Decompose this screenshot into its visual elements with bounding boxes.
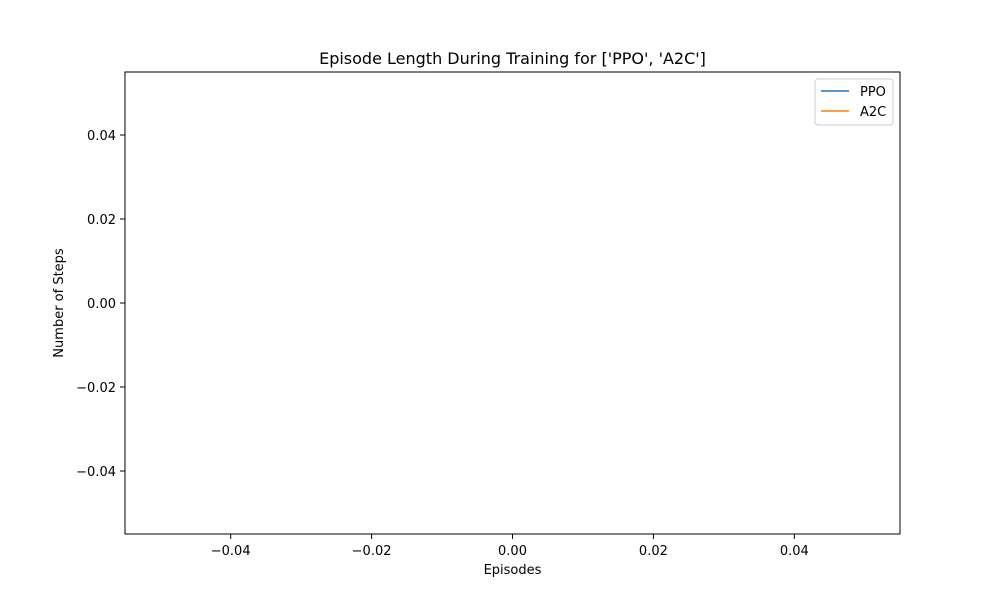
legend-label-a2c: A2C <box>860 105 886 120</box>
legend-label-ppo: PPO <box>860 85 886 100</box>
y-axis-ticks: 0.04 0.02 0.00 −0.02 −0.04 <box>76 129 125 480</box>
y-tick-label: 0.04 <box>87 129 116 144</box>
x-tick-label: −0.02 <box>352 544 392 559</box>
plot-area <box>124 71 901 535</box>
y-tick-label: −0.02 <box>76 381 116 396</box>
chart-title: Episode Length During Training for ['PPO… <box>319 49 706 68</box>
x-tick-label: 0.02 <box>639 544 668 559</box>
x-axis-label: Episodes <box>484 563 542 578</box>
y-tick-label: 0.00 <box>87 297 116 312</box>
x-tick-label: 0.00 <box>498 544 527 559</box>
legend: PPO A2C <box>814 78 894 126</box>
y-tick-label: 0.02 <box>87 213 116 228</box>
y-tick-label: −0.04 <box>76 465 116 480</box>
x-tick-label: −0.04 <box>211 544 251 559</box>
y-axis-label: Number of Steps <box>52 248 67 358</box>
x-tick-label: 0.04 <box>780 544 809 559</box>
x-axis-ticks: −0.04 −0.02 0.00 0.02 0.04 <box>211 534 809 559</box>
